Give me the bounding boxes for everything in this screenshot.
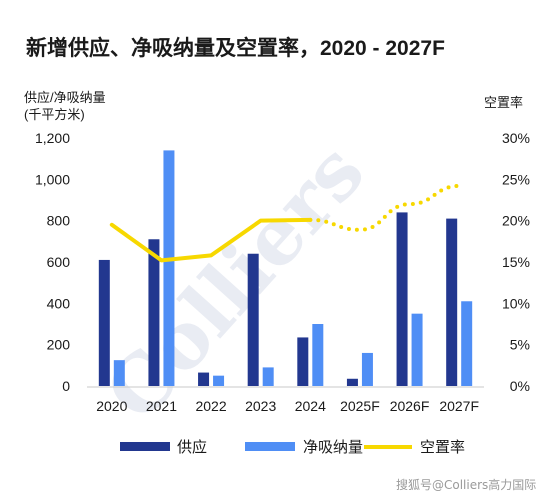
- supply-bar: [98, 259, 110, 386]
- x-axis-tick-label: 2025F: [340, 398, 380, 414]
- supply-bar: [297, 337, 309, 386]
- x-axis-tick-label: 2020: [96, 398, 127, 414]
- right-axis-tick-label: 25%: [502, 171, 530, 187]
- chart-title: 新增供应、净吸纳量及空置率，2020 - 2027F: [26, 37, 445, 60]
- legend-swatch-net-absorption: [245, 442, 295, 451]
- legend-label-supply: 供应: [177, 438, 207, 456]
- left-axis-tick-label: 1,200: [35, 130, 70, 146]
- supply-bar: [148, 239, 160, 386]
- right-axis-tick-label: 5%: [510, 337, 530, 353]
- left-axis-unit: (千平方米): [24, 107, 85, 122]
- legend-label-vacancy: 空置率: [420, 438, 465, 456]
- left-axis-tick-label: 600: [47, 254, 71, 270]
- axes-layer: 0 200 400 600 800 1,000 1,200 0% 5% 10% 15% 20% 25% 3…: [35, 130, 530, 414]
- vacancy-line-actual: [109, 217, 313, 263]
- left-axis-label: 供应/净吸纳量 (千平方米): [24, 89, 106, 123]
- left-axis-tick-label: 0: [62, 378, 70, 394]
- net-absorption-bar: [163, 150, 175, 386]
- left-axis-tick-label: 200: [47, 337, 71, 353]
- supply-bar: [396, 212, 408, 386]
- bars-layer: [98, 150, 473, 386]
- x-axis-tick-label: 2022: [195, 398, 226, 414]
- right-axis-tick-label: 30%: [502, 130, 530, 146]
- legend-swatch-supply: [120, 442, 170, 451]
- vacancy-line-forecast: [308, 183, 462, 232]
- net-absorption-bar: [461, 301, 473, 386]
- right-axis-tick-label: 10%: [502, 295, 530, 311]
- net-absorption-bar: [113, 360, 125, 386]
- right-axis-tick-label: 15%: [502, 254, 530, 270]
- left-axis-tick-label: 1,000: [35, 171, 70, 187]
- right-axis-tick-label: 20%: [502, 213, 530, 229]
- x-axis-tick-label: 2026F: [390, 398, 430, 414]
- legend-label-net-absorption: 净吸纳量: [303, 438, 363, 456]
- x-axis-tick-label: 2027F: [439, 398, 479, 414]
- right-axis-tick-label: 0%: [510, 378, 530, 394]
- net-absorption-bar: [213, 375, 225, 386]
- source-watermark: 搜狐号@Colliers高力国际: [396, 478, 537, 492]
- supply-bar: [346, 378, 358, 386]
- supply-bar: [247, 253, 259, 386]
- legend: 供应 净吸纳量 空置率: [120, 438, 465, 456]
- supply-bar: [446, 218, 458, 386]
- x-axis-tick-label: 2021: [146, 398, 177, 414]
- x-axis-tick-label: 2024: [295, 398, 326, 414]
- vacancy-line-layer: [109, 183, 462, 263]
- background-watermark: Colliers: [89, 126, 383, 438]
- background-watermark-text: Colliers: [89, 126, 383, 438]
- right-axis-label: 空置率: [484, 95, 524, 110]
- x-axis-tick-label: 2023: [245, 398, 276, 414]
- net-absorption-bar: [411, 313, 423, 386]
- left-axis-tick-label: 400: [47, 295, 71, 311]
- net-absorption-bar: [312, 324, 324, 386]
- net-absorption-bar: [361, 352, 373, 386]
- left-axis-title: 供应/净吸纳量: [24, 90, 106, 105]
- net-absorption-bar: [262, 367, 274, 386]
- supply-bar: [198, 372, 210, 386]
- left-axis-tick-label: 800: [47, 213, 71, 229]
